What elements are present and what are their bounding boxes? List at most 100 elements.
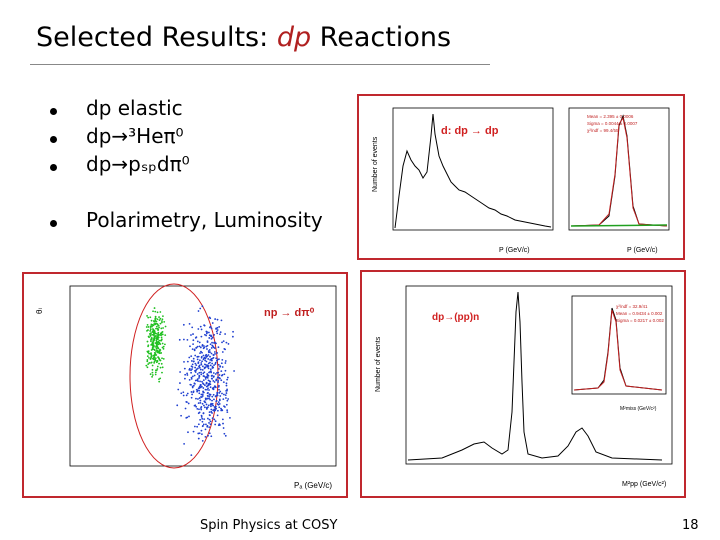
scatter-point: [206, 397, 209, 400]
scatter-point: [210, 375, 213, 377]
bullet-text: Polarimetry, Luminosity: [86, 208, 323, 232]
scatter-point: [219, 390, 222, 393]
scatter-point: [147, 351, 149, 354]
scatter-point: [194, 336, 197, 339]
scatter-point: [232, 330, 234, 333]
scatter-point: [197, 380, 199, 382]
scatter-point: [201, 425, 204, 428]
scatter-point: [203, 345, 205, 347]
scatter-point: [215, 342, 217, 345]
scatter-point: [202, 412, 205, 414]
scatter-point: [149, 352, 152, 355]
scatter-point: [206, 376, 209, 379]
scatter-point: [206, 348, 208, 350]
scatter-point: [218, 406, 221, 409]
scatter-point: [153, 330, 156, 333]
scatter-point: [156, 368, 159, 370]
scatter-point: [205, 363, 207, 366]
scatter-point: [221, 418, 224, 421]
scatter-point: [202, 404, 205, 407]
scatter-point: [212, 375, 215, 378]
scatter-point: [221, 359, 224, 361]
scatter-point: [203, 418, 206, 421]
scatter-point: [209, 364, 212, 367]
scatter-point: [179, 382, 181, 384]
scatter-point: [190, 360, 193, 362]
scatter-point: [150, 340, 152, 343]
scatter-point: [208, 349, 211, 351]
scatter-point: [159, 311, 162, 313]
scatter-point: [153, 356, 156, 359]
scatter-point: [205, 360, 208, 363]
scatter-label: np → dπ⁰: [264, 307, 315, 319]
scatter-point: [216, 318, 219, 321]
scatter-point: [204, 357, 207, 360]
scatter-point: [157, 328, 160, 331]
scatter-point: [192, 333, 194, 335]
scatter-point: [200, 350, 202, 353]
scatter-point: [154, 322, 157, 325]
scatter-point: [196, 340, 199, 343]
scatter-point: [158, 352, 161, 355]
slide-title: Selected Results: dp Reactions: [36, 22, 451, 53]
scatter-point: [195, 397, 197, 400]
scatter-point: [205, 423, 207, 426]
scatter-point: [191, 368, 193, 370]
scatter-point: [150, 355, 153, 358]
scatter-point: [208, 426, 211, 429]
scatter-point: [149, 334, 152, 336]
scatter-point: [212, 354, 215, 357]
scatter-point: [191, 326, 194, 329]
scatter-point: [209, 393, 212, 396]
scatter-point: [224, 362, 227, 364]
scatter-point: [202, 354, 205, 357]
scatter-point: [202, 372, 205, 375]
scatter-point: [224, 406, 226, 408]
scatter-point: [207, 404, 210, 407]
scatter-point: [197, 328, 200, 330]
scatter-point: [204, 428, 207, 431]
scatter-point: [224, 434, 227, 437]
scatter-point: [146, 329, 148, 332]
scatter-point: [197, 367, 199, 370]
scatter-point: [197, 412, 200, 415]
scatter-point: [194, 362, 197, 365]
scatter-point: [153, 337, 156, 340]
scatter-point: [185, 400, 188, 403]
scatter-point: [207, 350, 210, 352]
pp-inset-stat: Mean = 0.9434 ± 0.002: [616, 311, 663, 316]
scatter-point: [206, 373, 209, 375]
scatter-point: [218, 377, 221, 379]
scatter-point: [193, 425, 196, 428]
scatter-point: [205, 403, 208, 406]
scatter-point: [161, 357, 163, 360]
elastic-inset-stat: χ²/ndf = 99.4/55: [587, 128, 619, 133]
bullet-text: dp→pₛₚdπ⁰: [86, 152, 190, 176]
scatter-point: [209, 343, 212, 346]
scatter-point: [212, 386, 215, 389]
scatter-point: [186, 416, 189, 419]
scatter-point: [210, 403, 213, 406]
scatter-point: [207, 406, 209, 409]
scatter-point: [205, 330, 208, 333]
scatter-point: [199, 383, 202, 386]
scatter-point: [186, 360, 189, 363]
scatter-point: [223, 393, 225, 396]
scatter-point: [151, 375, 153, 378]
scatter-point: [155, 349, 158, 352]
scatter-point: [198, 366, 201, 369]
scatter-point: [193, 382, 196, 385]
scatter-point: [196, 355, 199, 358]
scatter-point: [221, 392, 223, 395]
scatter-point: [215, 378, 218, 381]
scatter-point: [209, 351, 211, 354]
blue-cluster: [176, 305, 235, 456]
scatter-point: [211, 362, 214, 365]
scatter-point: [160, 333, 163, 335]
scatter-point: [197, 361, 200, 364]
scatter-point: [200, 414, 203, 417]
scatter-point: [206, 392, 209, 395]
scatter-point: [159, 322, 162, 325]
scatter-point: [151, 333, 153, 336]
scatter-point: [226, 399, 229, 402]
